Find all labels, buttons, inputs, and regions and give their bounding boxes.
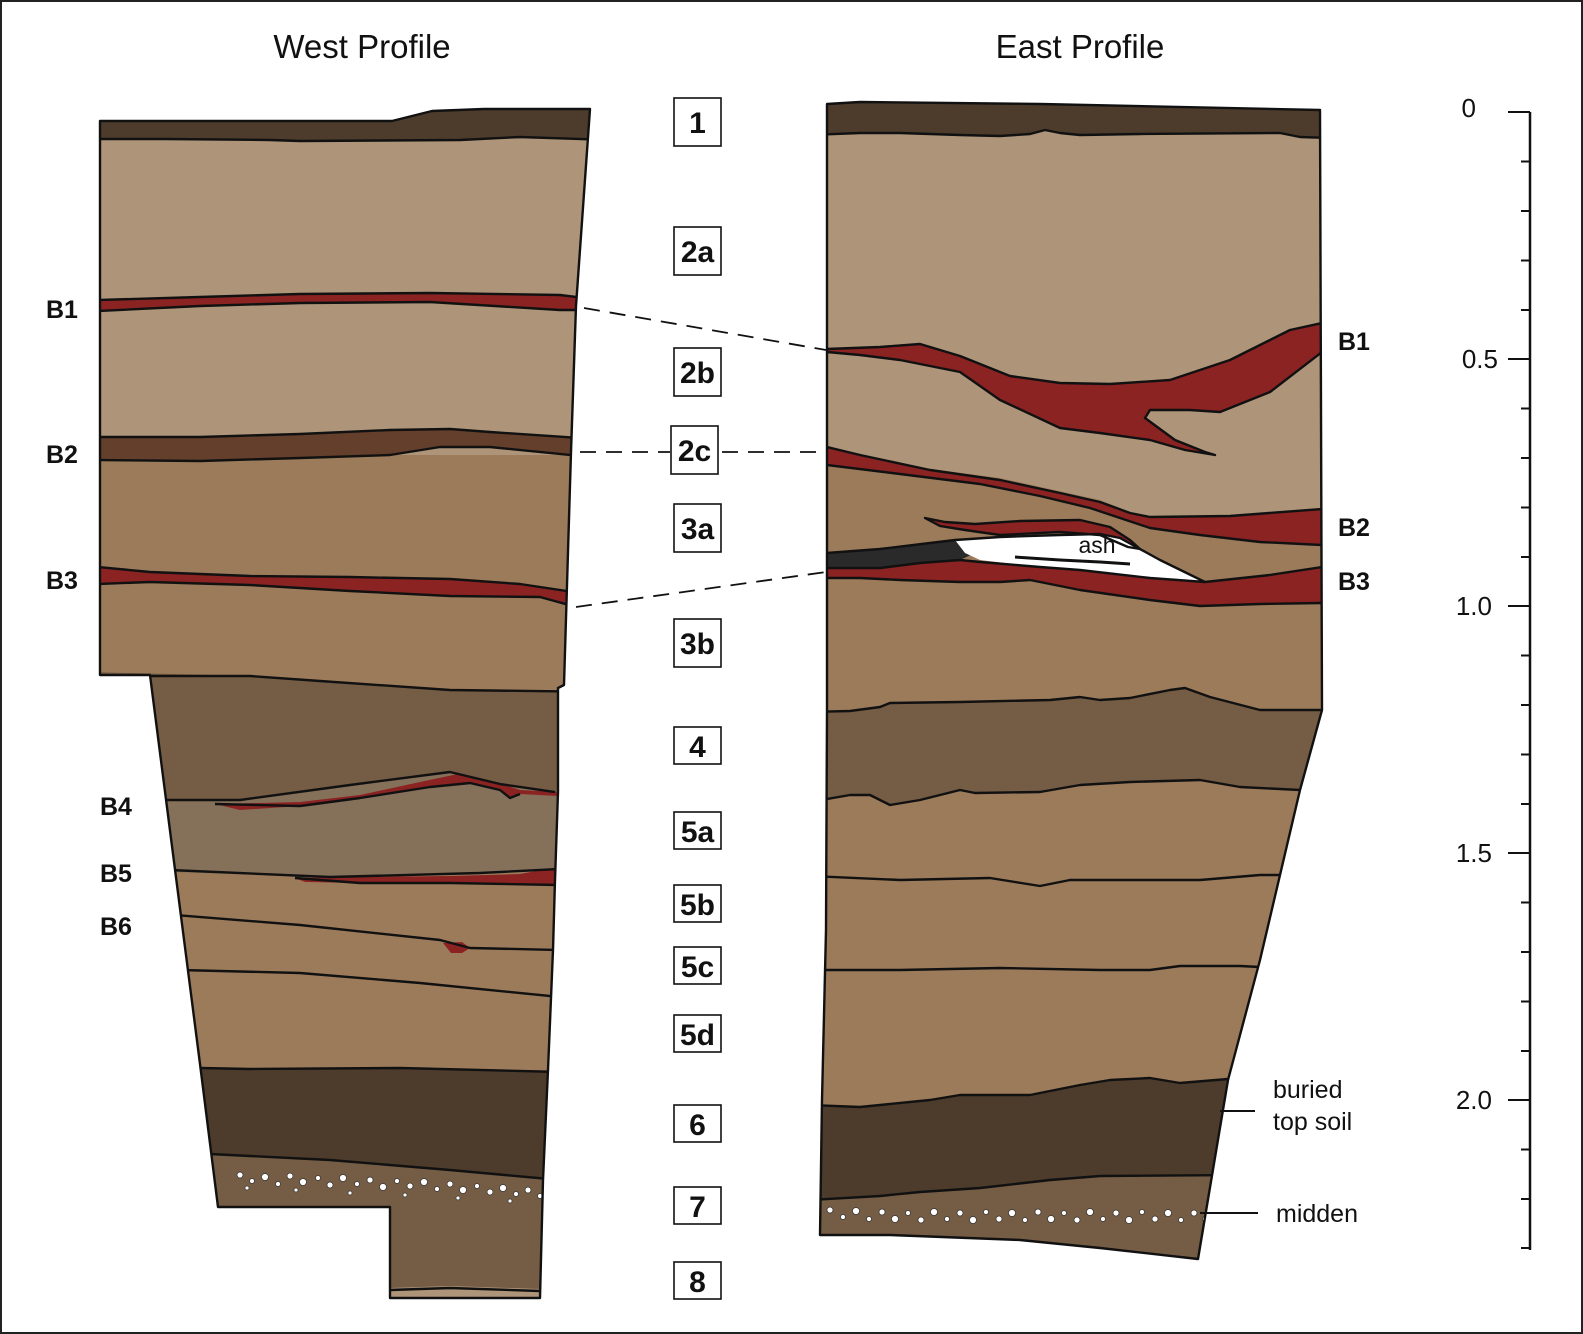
- west-midden-gravel: [236, 1171, 543, 1204]
- unit-box-6: 6: [673, 1104, 722, 1143]
- west-label-b4: B4: [100, 793, 132, 821]
- west-profile-outline: [98, 107, 592, 1300]
- west-unit-4: [100, 672, 590, 800]
- west-profile: [100, 109, 590, 1298]
- east-unit-6-buried-topsoil: [820, 1078, 1240, 1200]
- east-b1-burn: [827, 323, 1322, 455]
- east-label-b2: B2: [1338, 514, 1370, 542]
- svg-text:7: 7: [689, 1191, 706, 1224]
- unit-box-7: 7: [673, 1186, 722, 1225]
- svg-text:5b: 5b: [680, 889, 715, 922]
- svg-text:2a: 2a: [681, 236, 715, 269]
- west-unit-5a: [100, 772, 590, 877]
- east-ash-streak: [1014, 555, 1131, 566]
- scale-label-1-0: 1.0: [1456, 591, 1492, 621]
- west-label-b1: B1: [46, 296, 78, 324]
- scale-label-0: 0: [1462, 93, 1476, 123]
- east-midden-gravel: [826, 1206, 1208, 1224]
- svg-text:6: 6: [689, 1109, 706, 1142]
- east-b3-burn: [827, 560, 1322, 606]
- scale-label-2-0: 2.0: [1456, 1085, 1492, 1115]
- svg-text:5d: 5d: [680, 1019, 715, 1052]
- svg-text:4: 4: [689, 731, 706, 764]
- west-label-b5: B5: [100, 860, 132, 888]
- svg-text:8: 8: [689, 1266, 706, 1299]
- ash-label: ash: [1078, 532, 1115, 558]
- east-profile: [820, 102, 1322, 1259]
- svg-text:2b: 2b: [680, 357, 715, 390]
- svg-text:5c: 5c: [681, 951, 714, 984]
- unit-box-3b: 3b: [673, 618, 722, 668]
- unit-box-5c: 5c: [673, 946, 722, 985]
- unit-box-8: 8: [673, 1261, 722, 1300]
- west-burn-labels: B1 B2 B3 B4 B5 B6: [46, 296, 132, 941]
- east-unit-2-light: [820, 130, 1322, 520]
- unit-box-5a: 5a: [673, 811, 722, 850]
- midden-label: midden: [1276, 1200, 1358, 1228]
- west-b6-burn: [443, 942, 470, 953]
- west-b3-burn: [100, 567, 580, 608]
- west-unit-7: [100, 1154, 560, 1298]
- east-profile-title: East Profile: [996, 28, 1165, 65]
- svg-text:2c: 2c: [678, 435, 711, 468]
- unit-box-5b: 5b: [673, 884, 722, 923]
- buried-topsoil-label-1: buried: [1273, 1076, 1343, 1104]
- buried-topsoil-label-2: top soil: [1273, 1108, 1352, 1136]
- unit-box-5d: 5d: [673, 1014, 722, 1053]
- unit-box-3a: 3a: [673, 503, 722, 553]
- east-annotations: buried top soil midden: [1200, 1076, 1358, 1228]
- west-label-b2: B2: [46, 441, 78, 469]
- correlation-line-b1: [583, 307, 827, 351]
- unit-box-2b: 2b: [673, 347, 722, 397]
- west-profile-title: West Profile: [273, 28, 450, 65]
- east-burn-labels: B1 B2 B3: [1338, 328, 1370, 596]
- svg-text:1: 1: [689, 107, 706, 140]
- east-label-b1: B1: [1338, 328, 1370, 356]
- east-profile-outline: [818, 100, 1324, 1261]
- west-label-b3: B3: [46, 567, 78, 595]
- east-label-b3: B3: [1338, 568, 1370, 596]
- unit-box-2a: 2a: [673, 226, 722, 276]
- svg-text:3a: 3a: [681, 513, 715, 546]
- svg-text:3b: 3b: [680, 628, 715, 661]
- depth-scale: 0 0.5 1.0 1.5 2.0: [1456, 93, 1532, 1250]
- unit-box-4: 4: [673, 726, 722, 765]
- east-ash-lens: [955, 534, 1205, 582]
- scale-label-0-5: 0.5: [1462, 344, 1498, 374]
- scale-label-1-5: 1.5: [1456, 838, 1492, 868]
- unit-labels: 1 2a 2b 2c 3a 3b 4 5a 5b 5c 5d 6 7 8: [670, 97, 722, 1300]
- correlation-line-b3: [575, 571, 827, 608]
- unit-box-1: 1: [673, 97, 722, 147]
- unit-box-2c: 2c: [670, 425, 719, 475]
- west-b5-burn: [295, 867, 558, 885]
- east-b2-burn: [827, 447, 1322, 545]
- east-unit-4: [820, 688, 1322, 805]
- east-b2-lens: [925, 518, 1140, 549]
- svg-text:5a: 5a: [681, 816, 715, 849]
- west-label-b6: B6: [100, 913, 132, 941]
